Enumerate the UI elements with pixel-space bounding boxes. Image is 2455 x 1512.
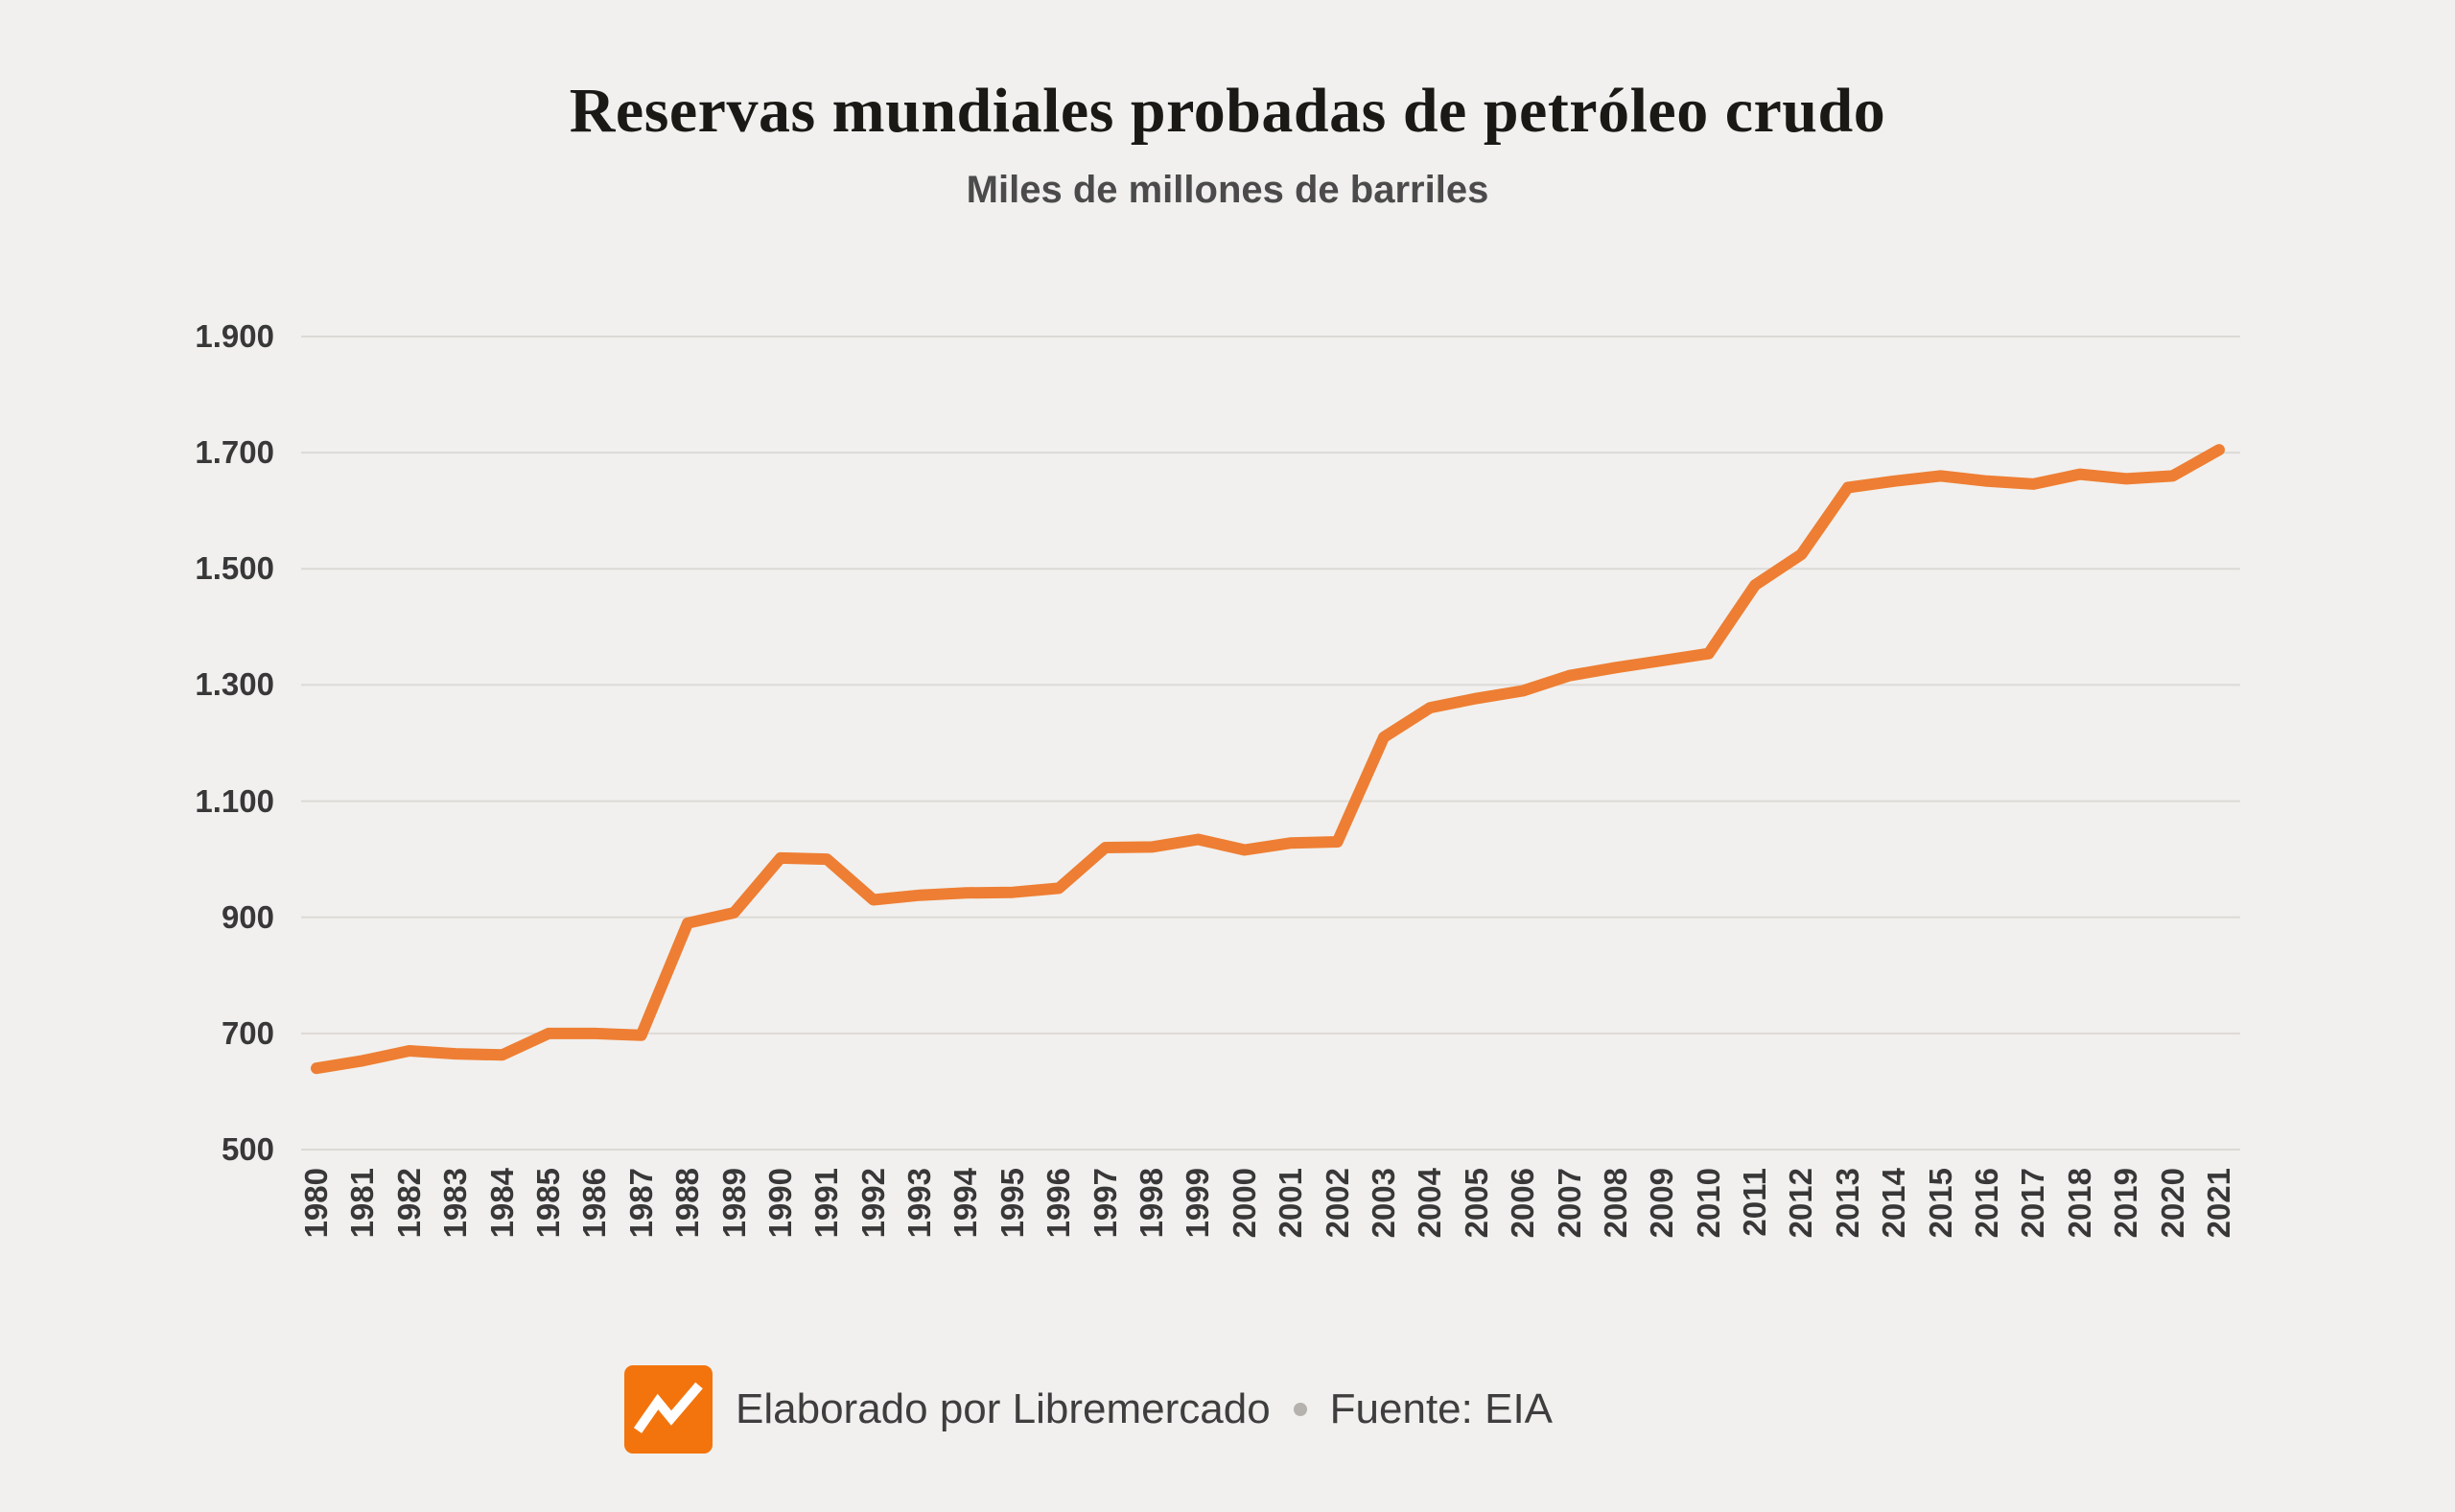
x-tick-label: 1987	[622, 1168, 659, 1239]
source-text: Fuente: EIA	[1329, 1385, 1554, 1432]
x-tick-label: 2002	[1319, 1168, 1355, 1239]
x-tick-label: 1999	[1180, 1168, 1216, 1239]
x-tick-label: 1997	[1087, 1168, 1123, 1239]
reserves-series-line	[311, 444, 2225, 1075]
x-tick-label: 2003	[1365, 1168, 1401, 1239]
x-tick-label: 2008	[1597, 1168, 1633, 1239]
x-tick-label: 1980	[298, 1168, 334, 1239]
x-tick-label: 1982	[390, 1168, 427, 1239]
x-tick-label: 2009	[1644, 1168, 1680, 1239]
x-tick-label: 1998	[1134, 1168, 1170, 1239]
x-tick-label: 1986	[576, 1168, 613, 1239]
y-tick-label: 1.100	[195, 782, 274, 819]
libremercado-logo-icon	[624, 1365, 713, 1454]
y-tick-label: 700	[221, 1014, 274, 1051]
chart-title: Reservas mundiales probadas de petróleo …	[569, 76, 1886, 146]
x-tick-label: 2001	[1273, 1168, 1309, 1239]
x-tick-label: 1996	[1040, 1168, 1077, 1239]
x-tick-label: 1994	[947, 1168, 984, 1239]
x-tick-label: 1988	[669, 1168, 706, 1239]
x-tick-label: 2015	[1922, 1168, 1958, 1239]
x-tick-label: 1984	[483, 1168, 520, 1239]
x-tick-label: 1983	[437, 1168, 474, 1239]
footer: Elaborado por Libremercado Fuente: EIA	[624, 1365, 1553, 1454]
y-tick-label: 1.500	[195, 550, 274, 587]
x-tick-label: 2018	[2061, 1168, 2097, 1239]
x-tick-label: 1990	[761, 1168, 798, 1239]
credit-text: Elaborado por Libremercado	[736, 1385, 1271, 1432]
x-tick-label: 2021	[2201, 1168, 2236, 1239]
x-tick-label: 2014	[1876, 1168, 1912, 1239]
x-tick-label: 1992	[854, 1168, 891, 1239]
x-tick-label: 2020	[2154, 1168, 2190, 1239]
y-tick-label: 500	[221, 1131, 274, 1167]
x-tick-label: 1995	[994, 1168, 1030, 1239]
x-tick-label: 1993	[901, 1168, 938, 1239]
x-tick-label: 2010	[1690, 1168, 1726, 1239]
x-tick-label: 2007	[1551, 1168, 1587, 1239]
x-tick-label: 2019	[2108, 1168, 2144, 1239]
separator-dot-icon	[1293, 1403, 1307, 1416]
x-tick-label: 2013	[1829, 1168, 1865, 1239]
x-tick-label: 2000	[1226, 1168, 1262, 1239]
x-tick-label: 2011	[1737, 1168, 1773, 1237]
x-tick-label: 1991	[808, 1168, 845, 1239]
y-tick-label: 1.300	[195, 666, 274, 703]
x-tick-label: 2006	[1505, 1168, 1541, 1239]
logo-zigzag-icon	[624, 1365, 713, 1454]
x-tick-label: 1989	[715, 1168, 752, 1239]
x-tick-label: 2005	[1458, 1168, 1494, 1239]
x-tick-label: 2017	[2015, 1168, 2051, 1239]
x-tick-label: 2016	[1969, 1168, 2005, 1239]
y-tick-label: 1.900	[195, 318, 274, 354]
y-tick-label: 900	[221, 898, 274, 935]
x-tick-label: 2012	[1783, 1168, 1819, 1239]
x-tick-label: 2004	[1412, 1168, 1448, 1239]
chart-subtitle: Miles de millones de barriles	[966, 169, 1489, 211]
y-tick-label: 1.700	[195, 434, 274, 471]
x-tick-label: 1985	[529, 1168, 566, 1239]
x-tick-label: 1981	[344, 1168, 381, 1239]
